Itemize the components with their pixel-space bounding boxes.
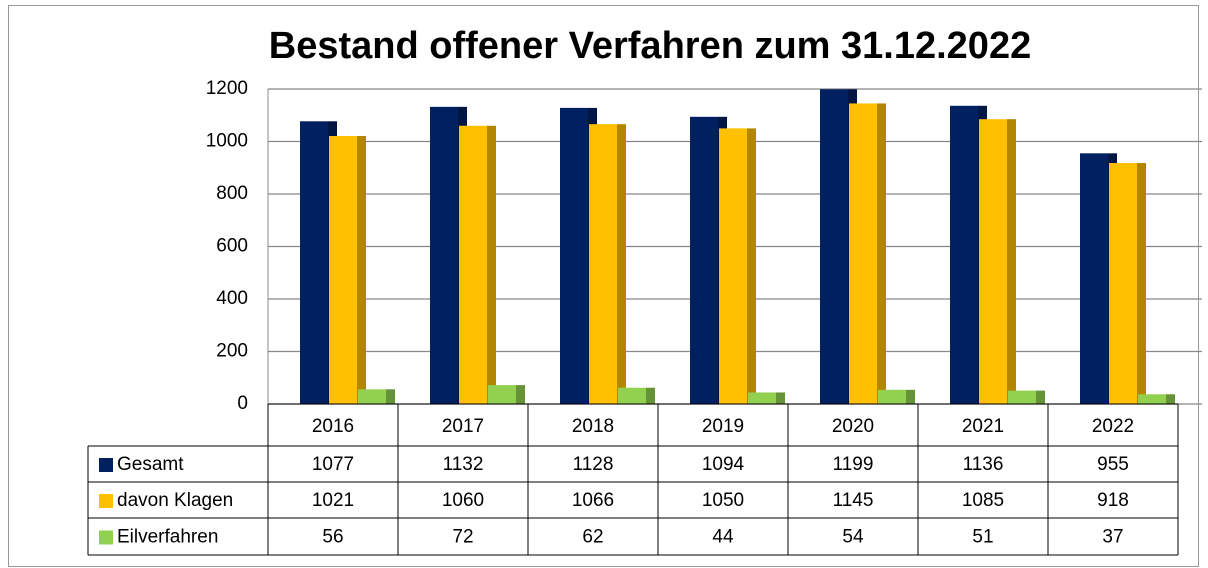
x-tick-label: 2018 bbox=[572, 416, 614, 437]
table-value: 1094 bbox=[702, 454, 745, 475]
table-value: 72 bbox=[452, 527, 473, 548]
bar bbox=[849, 103, 886, 404]
y-tick-label: 800 bbox=[216, 183, 248, 204]
table-value: 1066 bbox=[572, 490, 614, 511]
y-tick-label: 1000 bbox=[206, 131, 248, 152]
table-value: 1077 bbox=[312, 454, 354, 475]
legend-label: Gesamt bbox=[117, 454, 184, 475]
bar bbox=[589, 124, 626, 405]
table-value: 1050 bbox=[702, 490, 744, 511]
bar bbox=[1109, 163, 1146, 404]
bar bbox=[618, 387, 655, 404]
table-value: 955 bbox=[1097, 454, 1129, 475]
table-value: 1060 bbox=[442, 490, 484, 511]
bar bbox=[979, 119, 1016, 404]
table-value: 1132 bbox=[443, 454, 484, 475]
x-tick-label: 2017 bbox=[442, 416, 484, 437]
table-value: 918 bbox=[1097, 490, 1129, 511]
table-value: 1021 bbox=[312, 490, 354, 511]
table-value: 1145 bbox=[833, 490, 874, 511]
bar bbox=[748, 392, 785, 404]
table-value: 62 bbox=[582, 527, 603, 548]
x-tick-label: 2016 bbox=[312, 416, 354, 437]
table-value: 44 bbox=[712, 527, 734, 548]
table-value: 1085 bbox=[962, 490, 1004, 511]
y-tick-label: 600 bbox=[216, 236, 248, 257]
x-tick-label: 2022 bbox=[1092, 416, 1134, 437]
table-value: 37 bbox=[1102, 527, 1123, 548]
legend-swatch bbox=[99, 494, 113, 508]
bar bbox=[719, 128, 756, 404]
legend-label: Eilverfahren bbox=[117, 527, 218, 548]
chart-title: Bestand offener Verfahren zum 31.12.2022 bbox=[269, 25, 1031, 67]
x-tick-label: 2019 bbox=[702, 416, 744, 437]
table-value: 1136 bbox=[963, 454, 1004, 475]
bar bbox=[1138, 394, 1175, 404]
y-tick-label: 1200 bbox=[206, 78, 248, 99]
legend-swatch bbox=[99, 458, 113, 472]
table-value: 1128 bbox=[573, 454, 614, 475]
y-tick-label: 400 bbox=[216, 288, 248, 309]
chart-border bbox=[8, 5, 1199, 567]
bar bbox=[1008, 390, 1045, 404]
bar bbox=[358, 389, 395, 404]
bar bbox=[459, 125, 496, 404]
table-value: 51 bbox=[972, 527, 993, 548]
x-tick-label: 2021 bbox=[962, 416, 1004, 437]
legend-label: davon Klagen bbox=[117, 490, 233, 511]
bar bbox=[878, 389, 915, 404]
bar bbox=[329, 135, 366, 405]
table-value: 56 bbox=[322, 527, 343, 548]
table-value: 54 bbox=[842, 527, 864, 548]
x-tick-label: 2020 bbox=[832, 416, 874, 437]
y-tick-label: 200 bbox=[216, 341, 248, 362]
y-tick-label: 0 bbox=[237, 393, 248, 414]
table-value: 1199 bbox=[833, 454, 874, 475]
legend-swatch bbox=[99, 530, 113, 545]
bar bbox=[488, 385, 525, 404]
